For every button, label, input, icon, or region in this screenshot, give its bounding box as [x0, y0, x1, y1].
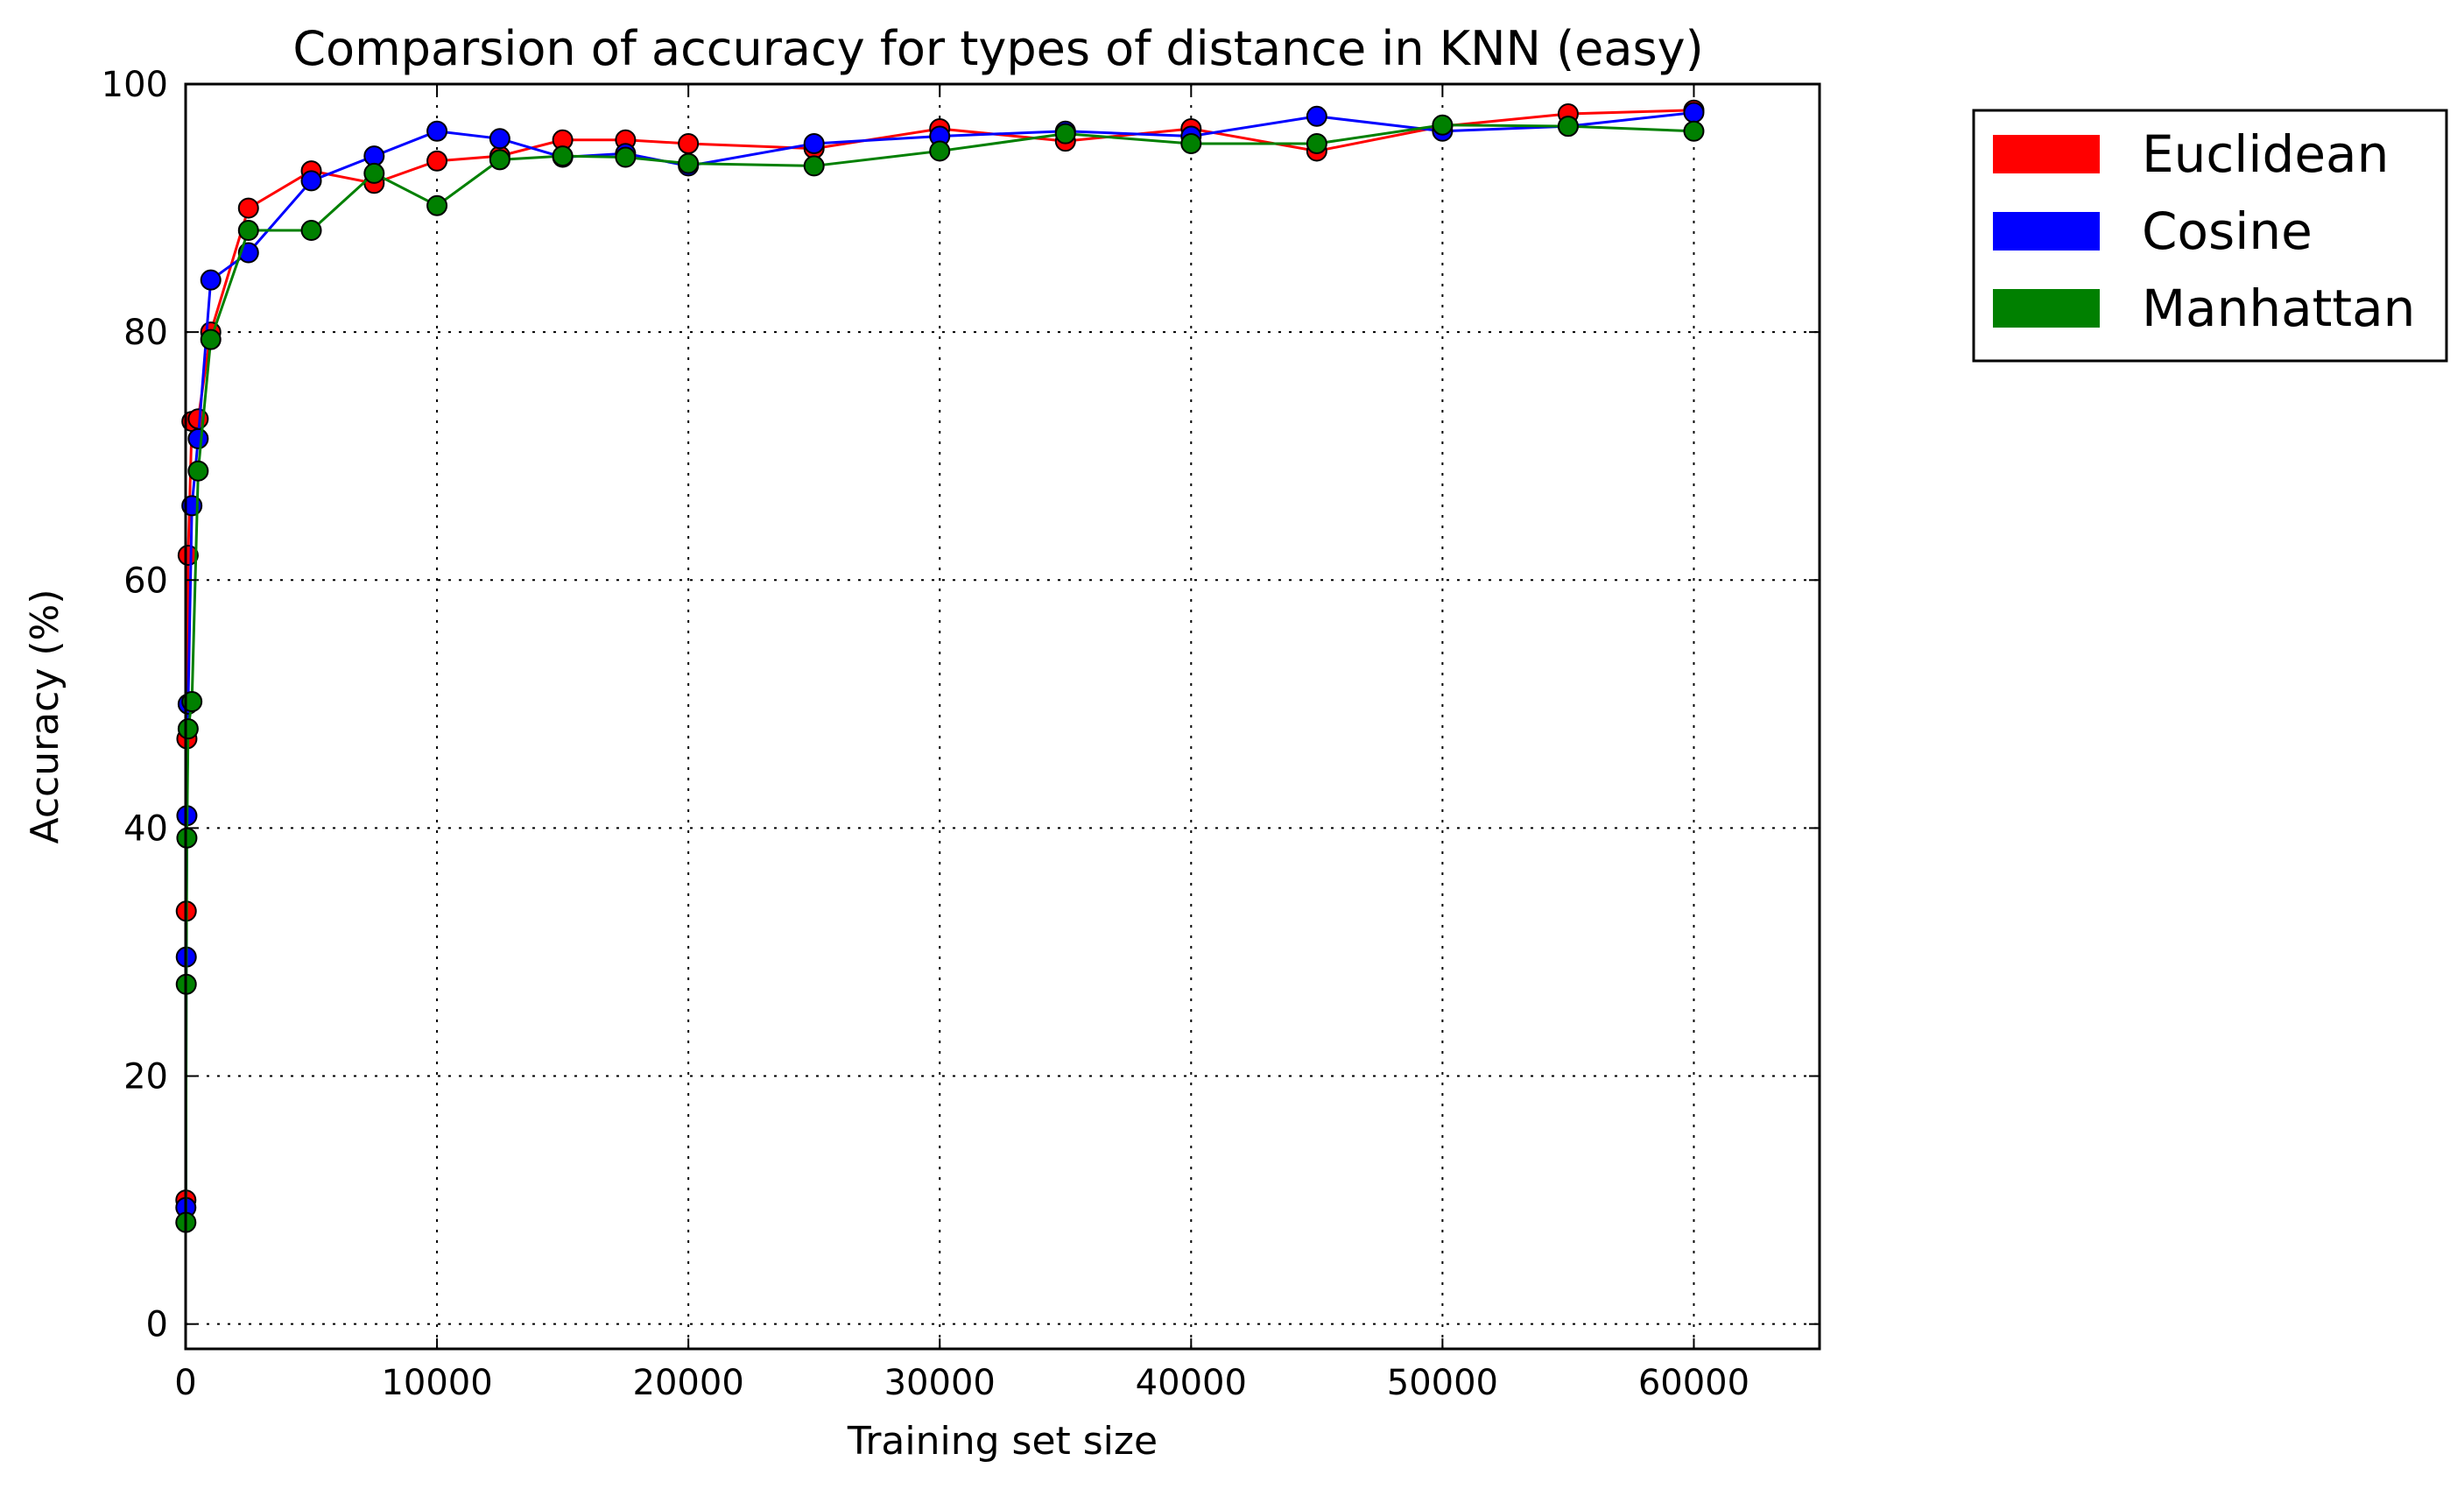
data-point-cosine: [363, 145, 385, 167]
data-point-manhattan: [1683, 120, 1705, 142]
legend-label-manhattan: Manhattan: [2142, 279, 2415, 338]
y-tick-label: 20: [123, 1057, 168, 1097]
legend-swatch-euclidean: [1993, 135, 2100, 173]
series-line-cosine: [184, 111, 1694, 1208]
data-point-euclidean: [237, 197, 259, 219]
x-tick-label: 20000: [633, 1363, 744, 1403]
x-tick-label: 10000: [381, 1363, 492, 1403]
data-point-manhattan: [552, 145, 574, 167]
plot-series: [175, 99, 1705, 1233]
x-tick-label: 50000: [1387, 1363, 1498, 1403]
data-point-manhattan: [187, 460, 209, 482]
legend-swatch-cosine: [1993, 212, 2100, 251]
x-tick-label: 0: [174, 1363, 196, 1403]
legend: Euclidean Cosine Manhattan: [1972, 109, 2448, 363]
data-point-cosine: [1306, 105, 1327, 127]
x-axis-label: Training set size: [847, 1419, 1158, 1464]
legend-label-cosine: Cosine: [2142, 201, 2313, 261]
data-point-manhattan: [363, 162, 385, 184]
data-point-manhattan: [1306, 132, 1327, 154]
data-point-manhattan: [181, 691, 203, 713]
y-tick-label: 0: [146, 1305, 168, 1345]
y-axis-label: Accuracy (%): [23, 589, 67, 843]
data-point-cosine: [489, 128, 510, 150]
series-cosine: [175, 102, 1705, 1218]
data-point-euclidean: [426, 150, 448, 172]
y-tick-label: 100: [102, 65, 168, 105]
x-tick-label: 60000: [1638, 1363, 1749, 1403]
data-point-manhattan: [237, 220, 259, 242]
chart-title: Comparsion of accuracy for types of dist…: [292, 21, 1703, 76]
data-point-manhattan: [177, 718, 199, 740]
axis-ticks: 0 10000 20000 30000 40000 50000 60000 0 20 40 60 80…: [102, 65, 1820, 1403]
x-tick-label: 40000: [1136, 1363, 1247, 1403]
legend-label-euclidean: Euclidean: [2142, 124, 2389, 184]
y-tick-label: 40: [123, 808, 168, 849]
data-point-cosine: [426, 120, 448, 142]
data-point-manhattan: [426, 194, 448, 216]
y-tick-label: 80: [123, 313, 168, 353]
data-point-manhattan: [615, 146, 637, 168]
data-point-manhattan: [678, 152, 700, 174]
data-point-manhattan: [1054, 123, 1076, 145]
data-point-manhattan: [300, 220, 322, 242]
data-point-manhattan: [200, 328, 222, 350]
data-point-manhattan: [1557, 116, 1579, 138]
data-point-cosine: [187, 427, 209, 449]
data-point-cosine: [1683, 102, 1705, 123]
series-manhattan: [175, 114, 1705, 1233]
data-point-cosine: [300, 170, 322, 192]
data-point-cosine: [200, 269, 222, 291]
y-tick-label: 60: [123, 561, 168, 601]
data-point-cosine: [803, 132, 825, 154]
plot-frame: [184, 82, 1821, 1351]
data-point-manhattan: [1180, 132, 1202, 154]
grid-lines: [186, 83, 1820, 1349]
data-point-manhattan: [803, 155, 825, 177]
data-point-euclidean: [177, 544, 199, 566]
x-tick-label: 30000: [884, 1363, 996, 1403]
data-point-manhattan: [929, 140, 951, 162]
data-point-manhattan: [489, 149, 510, 171]
legend-swatch-manhattan: [1993, 289, 2100, 328]
data-point-manhattan: [1432, 114, 1454, 136]
data-point-euclidean: [678, 132, 700, 154]
series-euclidean: [175, 99, 1705, 1211]
